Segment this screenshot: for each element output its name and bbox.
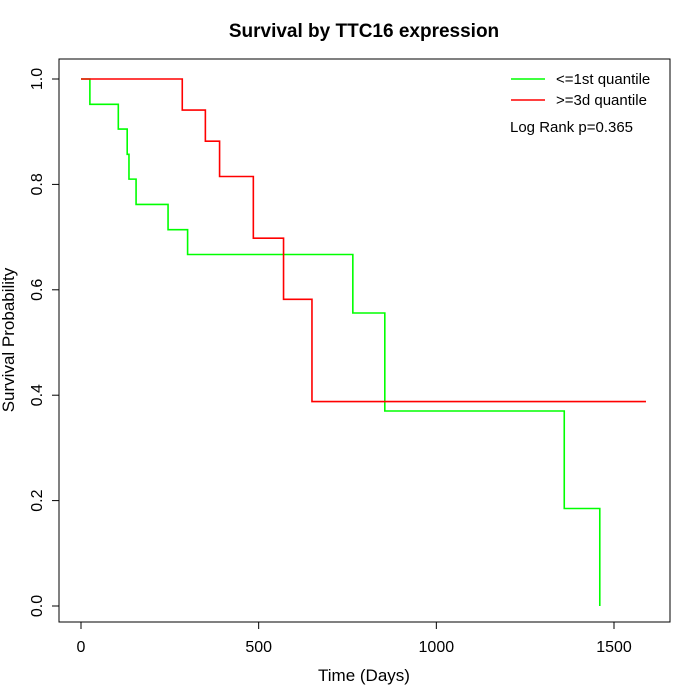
x-tick-label: 1500 [596, 639, 632, 656]
x-tick-label: 1000 [419, 639, 455, 656]
y-tick-label: 0.6 [29, 279, 46, 301]
legend-label: <=1st quantile [556, 71, 650, 88]
x-axis-label: Time (Days) [318, 666, 410, 685]
chart-title: Survival by TTC16 expression [229, 21, 499, 42]
x-axis: 0 500 1000 1500 [77, 621, 632, 656]
y-tick-label: 0.2 [29, 489, 46, 511]
legend: <=1st quantile >=3d quantile [511, 71, 650, 109]
x-tick-label: 500 [245, 639, 272, 656]
logrank-annotation: Log Rank p=0.365 [510, 119, 633, 136]
legend-label: >=3d quantile [556, 92, 647, 109]
y-axis: 0.0 0.2 0.4 0.6 0.8 1.0 [29, 68, 60, 617]
plot-frame [58, 58, 671, 623]
series-lines [81, 78, 646, 606]
y-tick-label: 1.0 [29, 68, 46, 90]
series-line-1 [81, 78, 646, 403]
y-tick-label: 0.0 [29, 595, 46, 617]
y-tick-label: 0.8 [29, 173, 46, 195]
series-line-0 [81, 78, 601, 606]
y-tick-label: 0.4 [29, 384, 46, 406]
x-tick-label: 0 [77, 639, 86, 656]
y-axis-label: Survival Probability [0, 267, 18, 412]
